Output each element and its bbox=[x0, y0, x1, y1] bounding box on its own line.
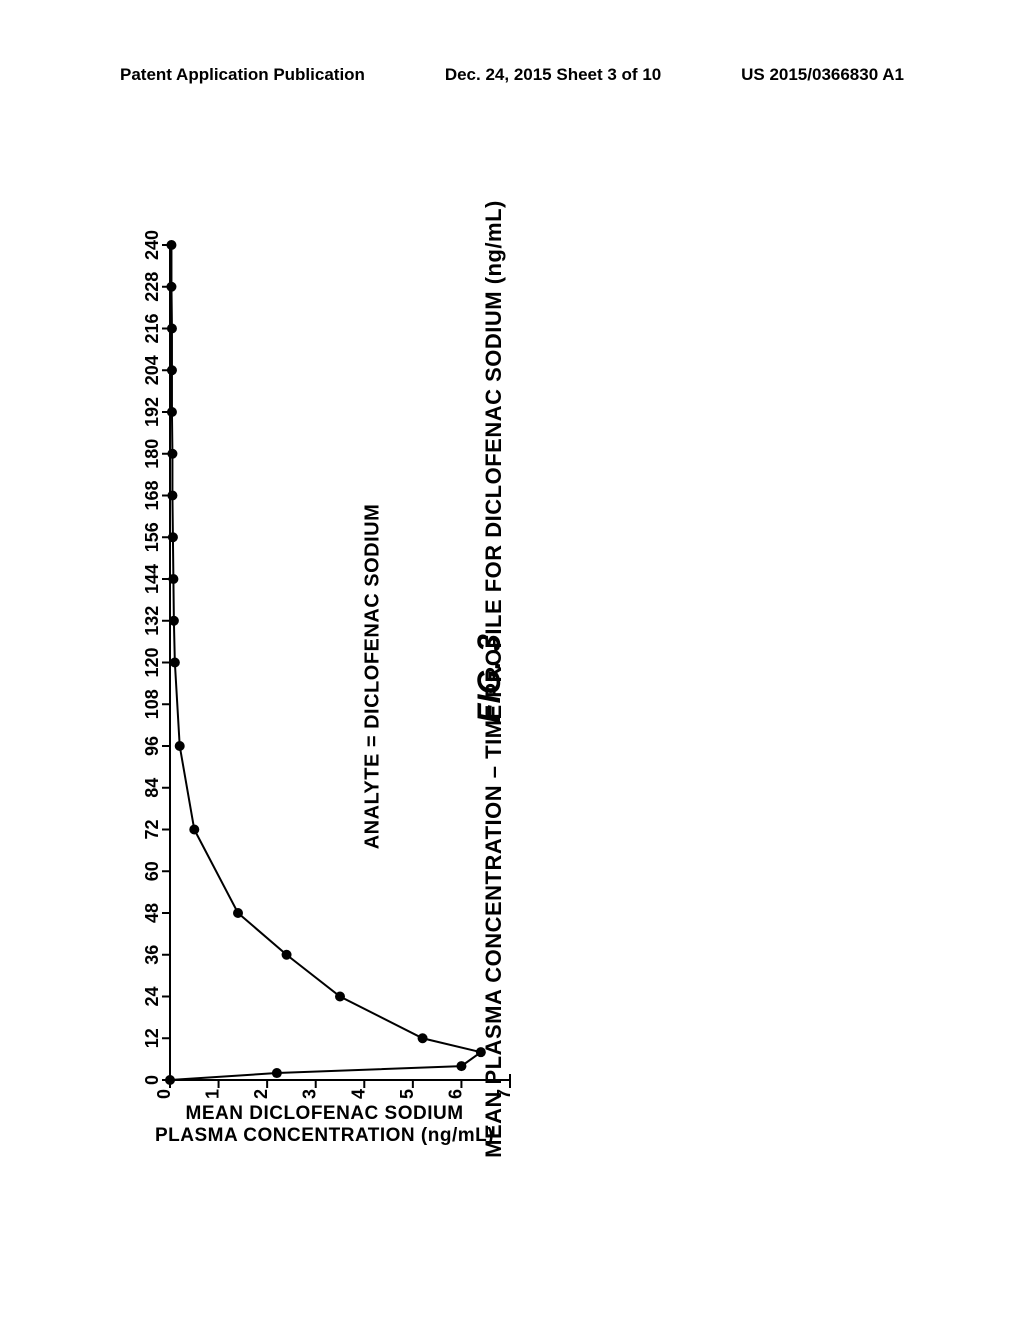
svg-text:2: 2 bbox=[251, 1089, 271, 1099]
svg-text:12: 12 bbox=[142, 1028, 162, 1048]
svg-text:1: 1 bbox=[203, 1089, 223, 1099]
svg-text:168: 168 bbox=[142, 480, 162, 510]
svg-text:0: 0 bbox=[154, 1089, 174, 1099]
svg-text:96: 96 bbox=[142, 736, 162, 756]
svg-text:0: 0 bbox=[142, 1075, 162, 1085]
svg-text:216: 216 bbox=[142, 313, 162, 343]
figure-container: FIG. 3 MEAN PLASMA CONCENTRATION – TIME … bbox=[50, 180, 974, 1200]
y-axis-label-line2: PLASMA CONCENTRATION (ng/mL) bbox=[155, 1125, 494, 1147]
svg-text:132: 132 bbox=[142, 606, 162, 636]
svg-text:120: 120 bbox=[142, 647, 162, 677]
header-center: Dec. 24, 2015 Sheet 3 of 10 bbox=[445, 65, 661, 85]
svg-text:4: 4 bbox=[348, 1089, 368, 1099]
svg-text:240: 240 bbox=[142, 230, 162, 260]
svg-text:36: 36 bbox=[142, 945, 162, 965]
plasma-concentration-chart: 0123456701224364860728496108120132144156… bbox=[100, 210, 600, 1170]
svg-text:108: 108 bbox=[142, 689, 162, 719]
y-axis-label: MEAN DICLOFENAC SODIUM PLASMA CONCENTRAT… bbox=[155, 1103, 494, 1147]
svg-text:60: 60 bbox=[142, 861, 162, 881]
svg-text:5: 5 bbox=[397, 1089, 417, 1099]
svg-text:204: 204 bbox=[142, 355, 162, 385]
svg-text:144: 144 bbox=[142, 564, 162, 594]
header-left: Patent Application Publication bbox=[120, 65, 365, 85]
svg-text:192: 192 bbox=[142, 397, 162, 427]
svg-text:84: 84 bbox=[142, 778, 162, 798]
y-axis-label-line1: MEAN DICLOFENAC SODIUM bbox=[155, 1103, 494, 1125]
svg-text:48: 48 bbox=[142, 903, 162, 923]
svg-text:7: 7 bbox=[494, 1089, 514, 1099]
header-right: US 2015/0366830 A1 bbox=[741, 65, 904, 85]
svg-text:180: 180 bbox=[142, 439, 162, 469]
svg-text:72: 72 bbox=[142, 819, 162, 839]
page-header: Patent Application Publication Dec. 24, … bbox=[0, 65, 1024, 85]
svg-text:228: 228 bbox=[142, 272, 162, 302]
svg-text:156: 156 bbox=[142, 522, 162, 552]
svg-text:6: 6 bbox=[445, 1089, 465, 1099]
svg-text:24: 24 bbox=[142, 986, 162, 1006]
svg-text:3: 3 bbox=[300, 1089, 320, 1099]
